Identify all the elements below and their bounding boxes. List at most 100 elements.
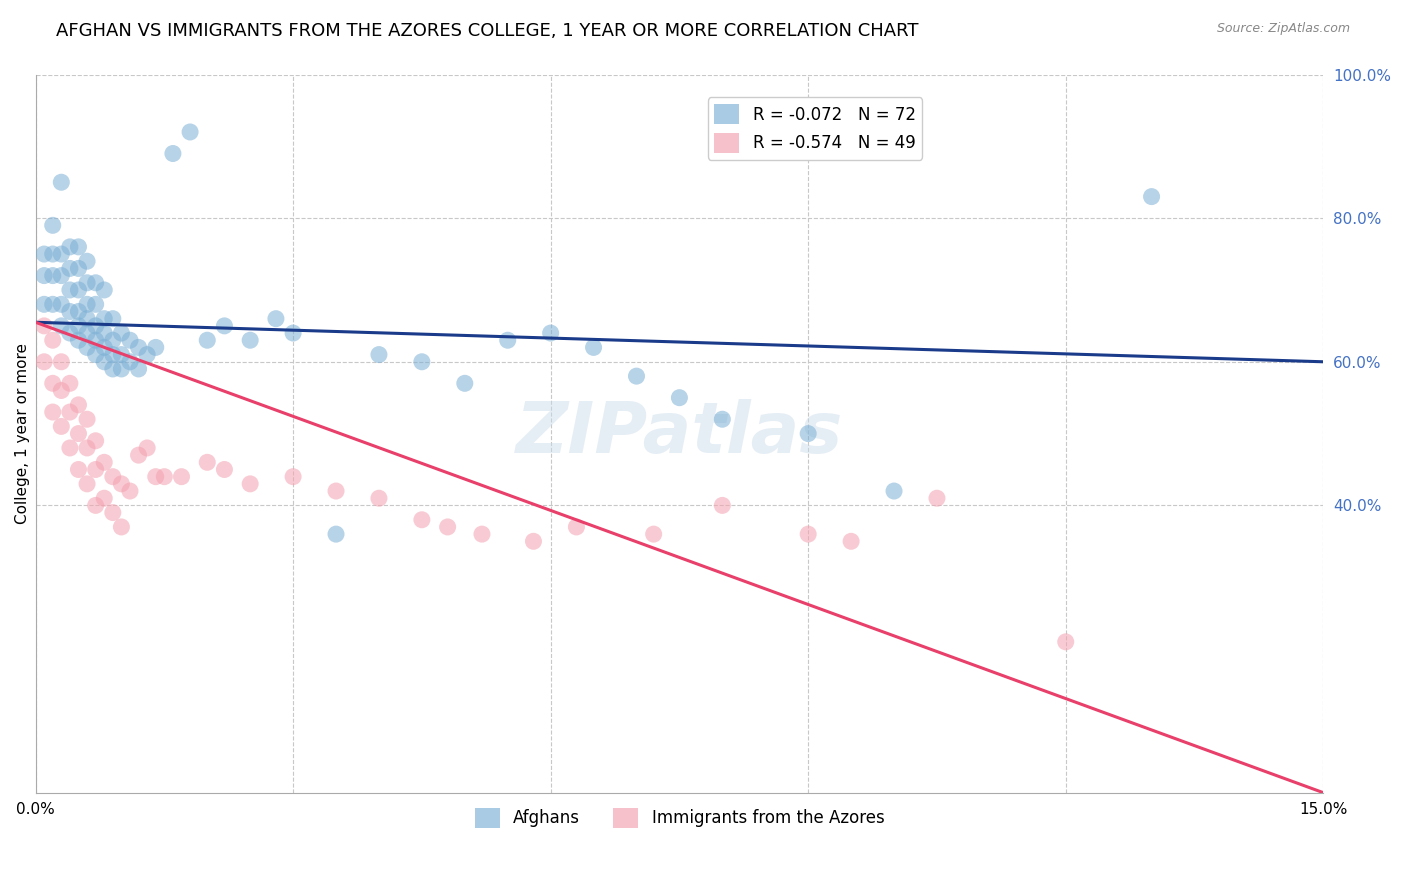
Point [239,333,262,347]
Point [51,268,73,283]
Point [145,469,167,483]
Point [368,491,391,506]
Point [162,146,184,161]
Y-axis label: College, 1 year or more: College, 1 year or more [15,343,30,524]
Point [59,405,82,419]
Point [214,318,236,333]
Point [67,462,90,476]
Point [42,247,65,261]
Point [101,311,124,326]
Point [93,455,115,469]
Point [51,419,73,434]
Point [522,534,544,549]
Point [1054,635,1077,649]
Point [76,254,98,268]
Point [67,398,90,412]
Legend: Afghans, Immigrants from the Azores: Afghans, Immigrants from the Azores [468,801,891,835]
Point [84,462,107,476]
Point [110,520,132,534]
Point [101,333,124,347]
Point [281,469,304,483]
Point [170,469,193,483]
Point [118,355,141,369]
Point [925,491,948,506]
Point [42,297,65,311]
Point [93,355,115,369]
Point [118,483,141,498]
Point [42,376,65,391]
Point [51,297,73,311]
Point [411,513,433,527]
Point [51,247,73,261]
Point [42,219,65,233]
Point [136,441,159,455]
Point [59,261,82,276]
Point [101,506,124,520]
Point [411,355,433,369]
Point [136,348,159,362]
Point [281,326,304,340]
Point [128,362,150,376]
Point [1140,189,1163,203]
Point [93,340,115,354]
Point [84,297,107,311]
Point [93,311,115,326]
Point [76,276,98,290]
Point [264,311,287,326]
Point [110,326,132,340]
Point [145,340,167,354]
Point [84,434,107,448]
Point [471,527,494,541]
Point [496,333,519,347]
Point [84,348,107,362]
Point [67,318,90,333]
Point [32,268,55,283]
Text: ZIPatlas: ZIPatlas [516,399,844,468]
Point [110,476,132,491]
Point [59,283,82,297]
Point [32,297,55,311]
Point [42,268,65,283]
Point [51,384,73,398]
Point [32,355,55,369]
Point [76,412,98,426]
Point [101,348,124,362]
Point [84,499,107,513]
Point [454,376,477,391]
Point [67,261,90,276]
Point [59,326,82,340]
Point [128,340,150,354]
Point [582,340,605,354]
Point [797,426,820,441]
Point [153,469,176,483]
Point [325,483,347,498]
Point [711,412,734,426]
Point [626,369,648,384]
Point [110,348,132,362]
Point [76,311,98,326]
Text: AFGHAN VS IMMIGRANTS FROM THE AZORES COLLEGE, 1 YEAR OR MORE CORRELATION CHART: AFGHAN VS IMMIGRANTS FROM THE AZORES COL… [56,22,918,40]
Point [67,240,90,254]
Point [643,527,665,541]
Point [368,348,391,362]
Point [565,520,588,534]
Point [59,304,82,318]
Point [67,333,90,347]
Point [76,297,98,311]
Point [883,483,905,498]
Point [76,441,98,455]
Point [118,333,141,347]
Point [101,469,124,483]
Point [214,462,236,476]
Point [93,491,115,506]
Point [239,476,262,491]
Point [67,426,90,441]
Point [84,318,107,333]
Point [67,304,90,318]
Point [179,125,201,139]
Point [668,391,690,405]
Point [76,326,98,340]
Point [110,362,132,376]
Point [67,283,90,297]
Point [93,326,115,340]
